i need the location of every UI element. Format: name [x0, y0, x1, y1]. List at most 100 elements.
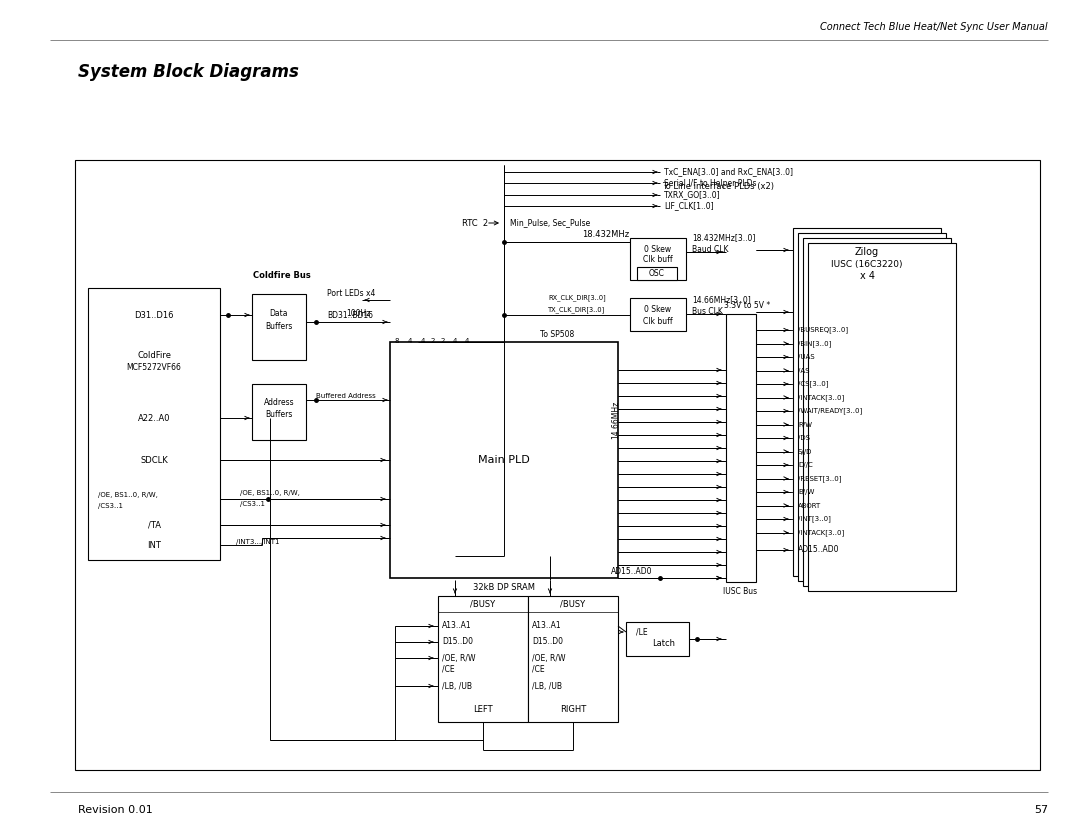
- Text: /CE: /CE: [532, 665, 544, 674]
- Text: Serial I/F to Helper PLDs: Serial I/F to Helper PLDs: [664, 178, 756, 188]
- Text: /OE, BS1..0, R/W,: /OE, BS1..0, R/W,: [98, 492, 158, 498]
- Text: Buffered Address: Buffered Address: [316, 393, 376, 399]
- Text: 4: 4: [453, 338, 457, 344]
- Text: A13..A1: A13..A1: [532, 621, 562, 631]
- Text: /WAIT/READY[3..0]: /WAIT/READY[3..0]: [798, 408, 862, 414]
- Text: D15..D0: D15..D0: [532, 637, 563, 646]
- Bar: [75, 160, 1040, 770]
- Text: 2: 2: [441, 338, 445, 344]
- Text: ABORT: ABORT: [798, 503, 821, 509]
- Text: To Line interface PLDs (x2): To Line interface PLDs (x2): [662, 182, 774, 190]
- Text: 100Hz: 100Hz: [346, 309, 370, 318]
- Text: Revision 0.01: Revision 0.01: [78, 805, 152, 815]
- Text: 8: 8: [395, 338, 400, 344]
- Text: RTC  2: RTC 2: [462, 219, 488, 228]
- Text: Latch: Latch: [652, 640, 675, 649]
- Text: A22..A0: A22..A0: [138, 414, 171, 423]
- Text: D//C: D//C: [798, 462, 813, 468]
- Text: D31..D16: D31..D16: [134, 310, 174, 319]
- Text: Clk buff: Clk buff: [644, 255, 673, 264]
- Text: ColdFire: ColdFire: [137, 350, 171, 359]
- Text: /LE: /LE: [636, 627, 648, 636]
- Text: /INT3.../INT1: /INT3.../INT1: [237, 539, 280, 545]
- Text: /CS3..1: /CS3..1: [98, 503, 123, 509]
- Bar: [630, 298, 686, 331]
- Text: TxC_ENA[3..0] and RxC_ENA[3..0]: TxC_ENA[3..0] and RxC_ENA[3..0]: [664, 168, 793, 177]
- Text: Bus CLK: Bus CLK: [692, 307, 723, 315]
- Text: AD15..AD0: AD15..AD0: [611, 567, 652, 576]
- Text: /INTACK[3..0]: /INTACK[3..0]: [798, 394, 845, 401]
- Text: 3.3V to 5V *: 3.3V to 5V *: [724, 300, 770, 309]
- Text: TX_CLK_DIR[3..0]: TX_CLK_DIR[3..0]: [548, 307, 605, 314]
- Text: /BUSY: /BUSY: [561, 600, 585, 609]
- Text: /INT[3..0]: /INT[3..0]: [798, 515, 831, 522]
- Text: R/W: R/W: [798, 421, 812, 428]
- Text: 18.432MHz: 18.432MHz: [582, 229, 630, 239]
- Bar: [626, 622, 689, 656]
- Text: B//W: B//W: [798, 489, 814, 495]
- Text: IUSC (16C3220): IUSC (16C3220): [832, 259, 903, 269]
- Text: RX_CLK_DIR[3..0]: RX_CLK_DIR[3..0]: [548, 294, 606, 301]
- Text: /AS: /AS: [798, 368, 810, 374]
- Text: RIGHT: RIGHT: [559, 705, 586, 714]
- Text: Connect Tech Blue Heat/Net Sync User Manual: Connect Tech Blue Heat/Net Sync User Man…: [821, 22, 1048, 32]
- Text: /LB, /UB: /LB, /UB: [442, 681, 472, 691]
- Text: INT: INT: [147, 540, 161, 550]
- Bar: [808, 243, 956, 591]
- Bar: [438, 596, 528, 722]
- Text: S//D: S//D: [798, 449, 812, 455]
- Text: 32kB DP SRAM: 32kB DP SRAM: [473, 584, 535, 592]
- Text: System Block Diagrams: System Block Diagrams: [78, 63, 299, 81]
- Text: /TA: /TA: [148, 520, 161, 530]
- Text: 2: 2: [431, 338, 435, 344]
- Text: Clk buff: Clk buff: [644, 316, 673, 325]
- Bar: [87, 288, 220, 560]
- Text: Buffers: Buffers: [266, 409, 293, 419]
- Text: 14.66MHz[3..0]: 14.66MHz[3..0]: [692, 295, 751, 304]
- Text: 57: 57: [1034, 805, 1048, 815]
- Text: /INTACK[3..0]: /INTACK[3..0]: [798, 529, 845, 536]
- Text: A13..A1: A13..A1: [442, 621, 472, 631]
- Text: Buffers: Buffers: [266, 321, 293, 330]
- Text: BD31..BD16: BD31..BD16: [327, 312, 373, 320]
- Text: Min_Pulse, Sec_Pulse: Min_Pulse, Sec_Pulse: [510, 219, 591, 228]
- Text: /OE, BS1..0, R/W,: /OE, BS1..0, R/W,: [240, 490, 300, 496]
- Text: /BUSREQ[3..0]: /BUSREQ[3..0]: [798, 327, 848, 334]
- Text: D15..D0: D15..D0: [442, 637, 473, 646]
- Text: 4: 4: [408, 338, 413, 344]
- Text: Port LEDs x4: Port LEDs x4: [326, 289, 375, 298]
- Text: /DS: /DS: [798, 435, 810, 441]
- Bar: [793, 228, 941, 576]
- Text: /OE, R/W: /OE, R/W: [442, 654, 475, 662]
- Text: 0 Skew: 0 Skew: [645, 304, 672, 314]
- Text: LEFT: LEFT: [473, 705, 492, 714]
- Text: /CS[3..0]: /CS[3..0]: [798, 380, 828, 387]
- Bar: [252, 384, 306, 440]
- Bar: [252, 294, 306, 360]
- Text: Coldfire Bus: Coldfire Bus: [253, 272, 311, 280]
- Text: OSC: OSC: [649, 269, 665, 278]
- Text: AD15..AD0: AD15..AD0: [798, 545, 839, 555]
- Text: 18.432MHz[3..0]: 18.432MHz[3..0]: [692, 234, 755, 243]
- Text: /UAS: /UAS: [798, 354, 814, 360]
- Text: MCF5272VF66: MCF5272VF66: [126, 363, 181, 371]
- Text: /CS3..1: /CS3..1: [240, 501, 265, 507]
- Text: /LB, /UB: /LB, /UB: [532, 681, 562, 691]
- Text: x 4: x 4: [860, 271, 875, 281]
- Text: 4: 4: [421, 338, 426, 344]
- Bar: [528, 596, 618, 722]
- Text: /OE, R/W: /OE, R/W: [532, 654, 566, 662]
- Bar: [798, 233, 946, 581]
- Bar: [804, 238, 951, 586]
- Text: Main PLD: Main PLD: [478, 455, 530, 465]
- Text: /BIN[3..0]: /BIN[3..0]: [798, 340, 832, 347]
- Bar: [630, 238, 686, 280]
- Text: Data: Data: [270, 309, 288, 319]
- Text: Address: Address: [264, 398, 295, 406]
- Text: LIF_CLK[1..0]: LIF_CLK[1..0]: [664, 202, 714, 210]
- Bar: [390, 342, 618, 578]
- Text: 0 Skew: 0 Skew: [645, 244, 672, 254]
- Text: TXRX_GO[3..0]: TXRX_GO[3..0]: [664, 190, 720, 199]
- Text: /CE: /CE: [442, 665, 455, 674]
- Text: /BUSY: /BUSY: [471, 600, 496, 609]
